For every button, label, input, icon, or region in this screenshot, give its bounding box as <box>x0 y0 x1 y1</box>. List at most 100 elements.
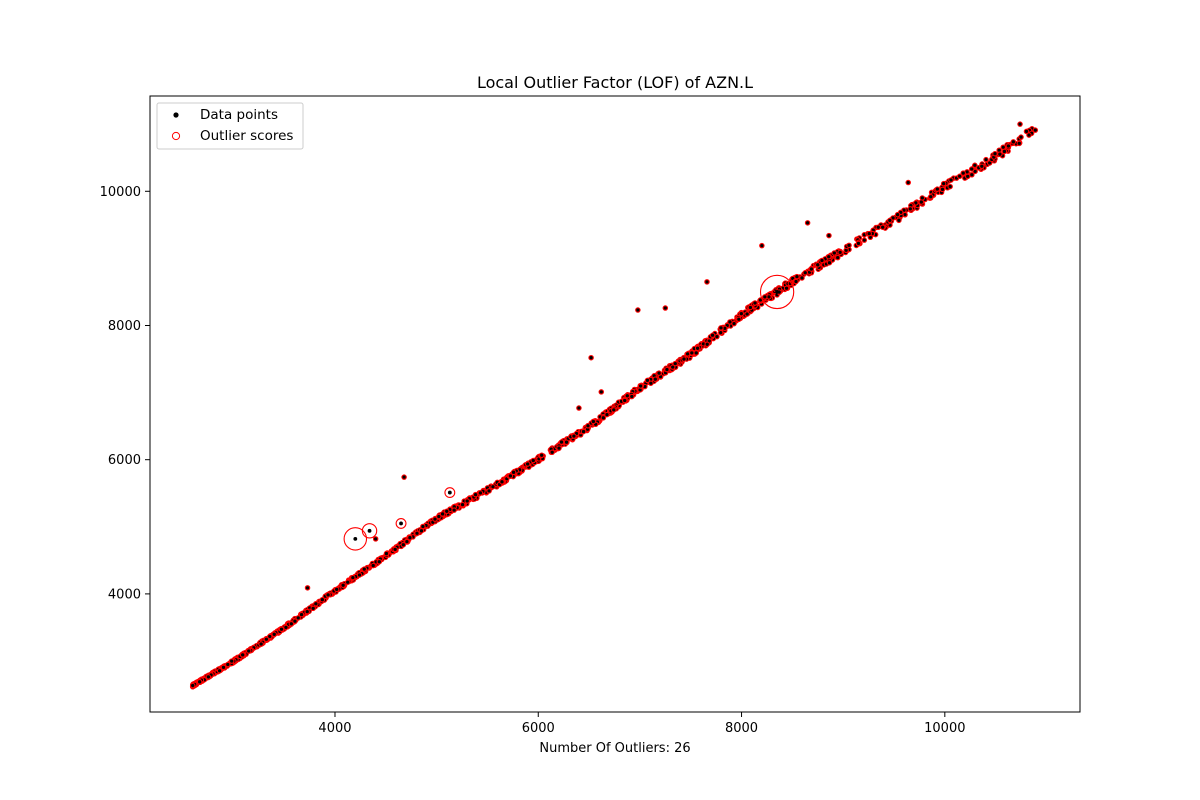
outlier-score-circle <box>793 278 799 285</box>
outlier-score-circle <box>288 621 295 627</box>
outlier-score-circle <box>896 217 902 224</box>
outlier-score-circle <box>635 307 641 313</box>
outlier-score-circle <box>604 411 610 418</box>
outlier-score-circle <box>831 250 838 256</box>
outlier-score-circle <box>947 183 953 190</box>
data-point <box>225 662 230 667</box>
data-point <box>491 484 495 489</box>
data-point <box>876 225 881 230</box>
outlier-score-circle <box>432 516 438 522</box>
data-point <box>305 585 310 590</box>
data-point <box>653 377 658 382</box>
outlier-score-circle <box>759 242 765 249</box>
outlier-score-circle <box>802 270 808 276</box>
data-point <box>800 276 804 280</box>
outlier-score-circle <box>664 366 670 373</box>
chart-title: Local Outlier Factor (LOF) of AZN.L <box>477 73 753 92</box>
outlier-score-circle <box>266 633 273 640</box>
data-point <box>805 220 810 225</box>
y-axis-ticks: 4000 6000 8000 10000 <box>100 185 150 602</box>
data-point <box>1027 133 1031 137</box>
outlier-score-circle <box>325 592 331 598</box>
data-point <box>638 387 642 392</box>
outlier-score-circle <box>759 274 795 310</box>
data-point <box>313 601 318 606</box>
outlier-score-circle <box>239 652 246 658</box>
data-point <box>357 573 362 577</box>
data-point <box>460 502 465 507</box>
outlier-score-circle <box>814 262 821 268</box>
data-point <box>399 521 403 526</box>
data-point <box>293 619 297 624</box>
outlier-score-circle <box>401 474 407 480</box>
data-point <box>913 201 918 205</box>
data-point <box>809 267 814 271</box>
outlier-score-circle <box>356 572 363 578</box>
outlier-score-circle <box>464 498 470 504</box>
outlier-score-circle <box>220 664 227 671</box>
outlier-score-circle <box>576 405 582 411</box>
data-point <box>762 294 767 299</box>
data-point <box>289 621 294 626</box>
data-point <box>599 390 604 394</box>
data-point <box>577 406 581 410</box>
data-point <box>305 609 310 614</box>
data-point <box>705 342 710 347</box>
x-axis-label: Number Of Outliers: 26 <box>539 741 690 756</box>
data-point <box>572 434 576 439</box>
outlier-score-circle <box>669 364 676 370</box>
data-point <box>803 270 808 275</box>
outlier-score-circle <box>472 491 479 498</box>
data-point <box>377 559 382 564</box>
outlier-score-circle <box>451 507 457 513</box>
outlier-score-circle <box>992 150 998 157</box>
data-point <box>217 668 222 673</box>
outlier-score-circle <box>968 166 975 172</box>
outlier-score-circle <box>819 257 825 264</box>
data-point <box>973 169 978 174</box>
data-point <box>832 251 837 255</box>
outlier-score-circle <box>395 517 407 529</box>
points-layer <box>189 121 1039 690</box>
data-point <box>240 652 245 657</box>
outlier-score-circle <box>459 501 466 508</box>
data-point <box>539 453 544 458</box>
outlier-score-circle <box>370 562 376 569</box>
data-point <box>906 180 911 185</box>
data-point <box>611 407 616 412</box>
outlier-score-circle <box>826 232 832 239</box>
outlier-score-circle <box>295 615 301 621</box>
data-point <box>559 440 564 444</box>
outlier-score-circle <box>1032 127 1039 133</box>
data-point <box>847 243 851 248</box>
data-point <box>670 365 675 370</box>
outlier-score-circle <box>783 285 790 292</box>
data-point <box>784 286 789 291</box>
data-point <box>838 250 843 255</box>
outlier-score-circle <box>510 469 517 476</box>
data-point <box>835 255 840 260</box>
data-point <box>272 632 277 637</box>
outlier-score-circle <box>205 674 212 680</box>
data-point <box>657 371 661 376</box>
outlier-score-circle <box>972 162 978 169</box>
outlier-score-circle <box>794 273 800 280</box>
outlier-score-circle <box>709 332 716 339</box>
outlier-score-circle <box>407 534 413 541</box>
data-point <box>500 479 504 484</box>
x-axis-ticks: 4000 6000 8000 10000 <box>318 712 965 736</box>
outlier-score-circle <box>418 528 425 534</box>
data-point <box>689 351 694 355</box>
outlier-score-circle <box>804 220 811 226</box>
x-tick-label: 8000 <box>725 721 758 736</box>
outlier-score-circle <box>894 211 901 218</box>
data-point <box>605 412 609 417</box>
outlier-score-circle <box>258 641 264 647</box>
data-point <box>508 474 513 478</box>
outlier-score-circle <box>837 249 843 256</box>
outlier-score-circle <box>1023 128 1030 135</box>
data-point <box>718 330 723 335</box>
data-point <box>473 492 478 497</box>
data-point <box>419 528 424 533</box>
